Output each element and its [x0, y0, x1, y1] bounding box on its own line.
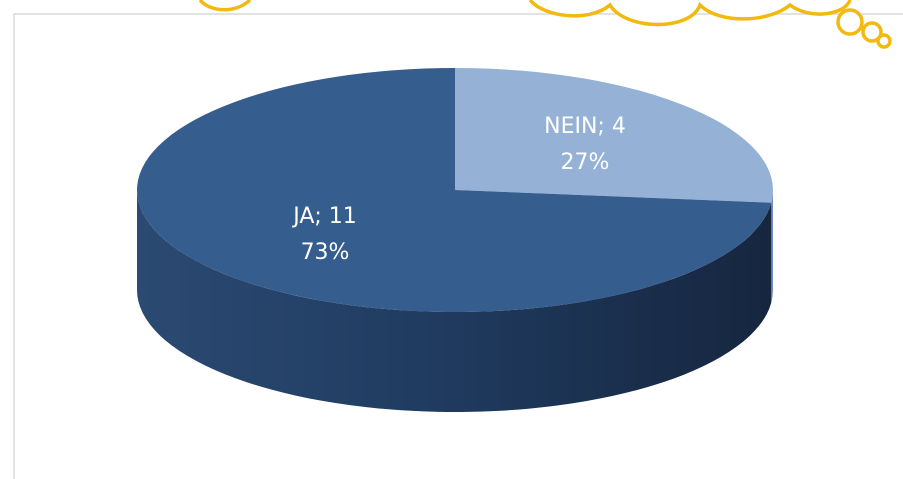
cloud-decoration [198, 0, 892, 49]
pie: NEIN; 4 27% JA; 11 73% [136, 68, 773, 412]
pie-tops [136, 68, 773, 312]
data-label: JA; 11 [291, 204, 357, 229]
frame [13, 13, 903, 479]
percent-label: 27% [561, 150, 610, 175]
data-label: NEIN; 4 [544, 114, 626, 139]
slice [455, 68, 773, 203]
slice-side [771, 190, 773, 303]
slice-side [137, 190, 772, 412]
pie-labels: NEIN; 4 27% JA; 11 73% [291, 114, 626, 265]
slice [136, 68, 772, 312]
pie-sides [137, 190, 773, 412]
percent-label: 73% [301, 240, 350, 265]
